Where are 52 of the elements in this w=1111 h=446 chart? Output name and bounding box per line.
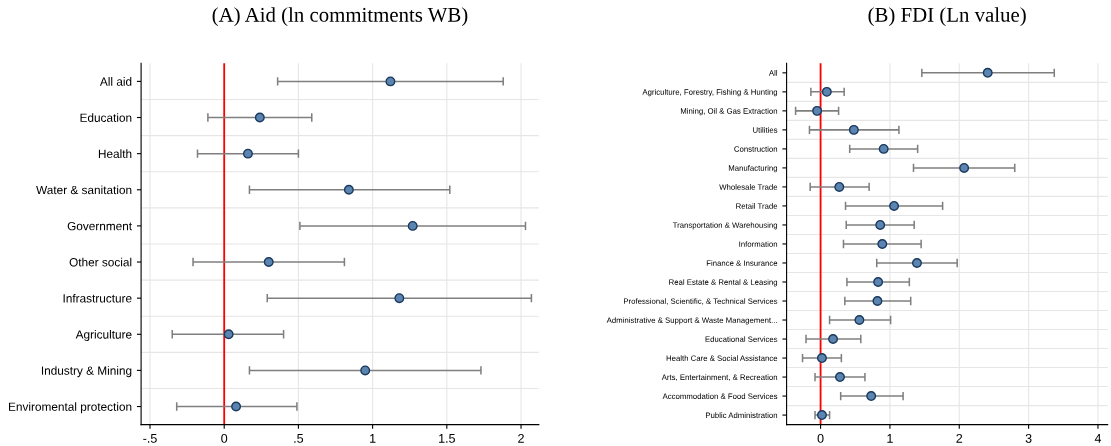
point	[982, 67, 993, 78]
point	[873, 277, 884, 287]
point	[360, 365, 371, 376]
x-tick-label: 2	[956, 433, 963, 443]
point	[854, 315, 865, 325]
y-tick-label: Industry & Mining	[41, 366, 132, 378]
point	[812, 105, 823, 116]
y-tick-label: Government	[67, 221, 132, 231]
x-tick-label: 0	[817, 433, 824, 443]
point	[877, 238, 888, 249]
point	[959, 162, 970, 173]
point	[821, 86, 832, 97]
point	[872, 296, 883, 306]
x-tick-label: 2	[518, 433, 524, 443]
y-tick-label: Health	[98, 149, 132, 159]
point	[875, 219, 886, 230]
point	[242, 148, 253, 159]
point	[394, 293, 405, 304]
point	[835, 372, 845, 383]
x-tick-label: .5	[294, 434, 304, 443]
y-tick-label: Infrastructure	[63, 293, 132, 303]
point	[848, 124, 859, 135]
y-tick-label: Education	[80, 113, 132, 122]
point	[263, 257, 274, 268]
point	[231, 401, 242, 412]
y-tick-label: Agriculture	[75, 330, 132, 341]
y-tick-label: All aid	[99, 77, 132, 86]
point	[878, 143, 889, 154]
point	[816, 410, 827, 421]
point	[385, 76, 396, 87]
chart-title: (A) Aid (ln commitments WB)	[212, 7, 468, 27]
point	[834, 181, 845, 192]
x-tick-label: -.5	[143, 434, 157, 443]
point	[254, 112, 265, 123]
chart-title: (B) FDI (Ln value)	[868, 7, 1026, 27]
point	[407, 220, 418, 231]
point	[343, 184, 354, 195]
x-tick-label: 4	[1094, 434, 1102, 443]
x-tick-label: 0	[221, 433, 228, 443]
point	[828, 334, 839, 345]
point	[816, 353, 827, 364]
point	[889, 200, 900, 211]
y-tick-label: Other social	[69, 257, 132, 267]
point	[223, 329, 234, 340]
point	[866, 391, 877, 402]
x-tick-label: 3	[1025, 433, 1032, 443]
y-tick-label: Enviromental protection	[9, 402, 132, 414]
point	[911, 257, 922, 268]
x-tick-label: 1	[887, 434, 893, 443]
x-tick-label: 1	[370, 434, 376, 443]
y-tick-label: Water & sanitation	[36, 185, 132, 195]
x-tick-label: 1.5	[439, 434, 455, 443]
